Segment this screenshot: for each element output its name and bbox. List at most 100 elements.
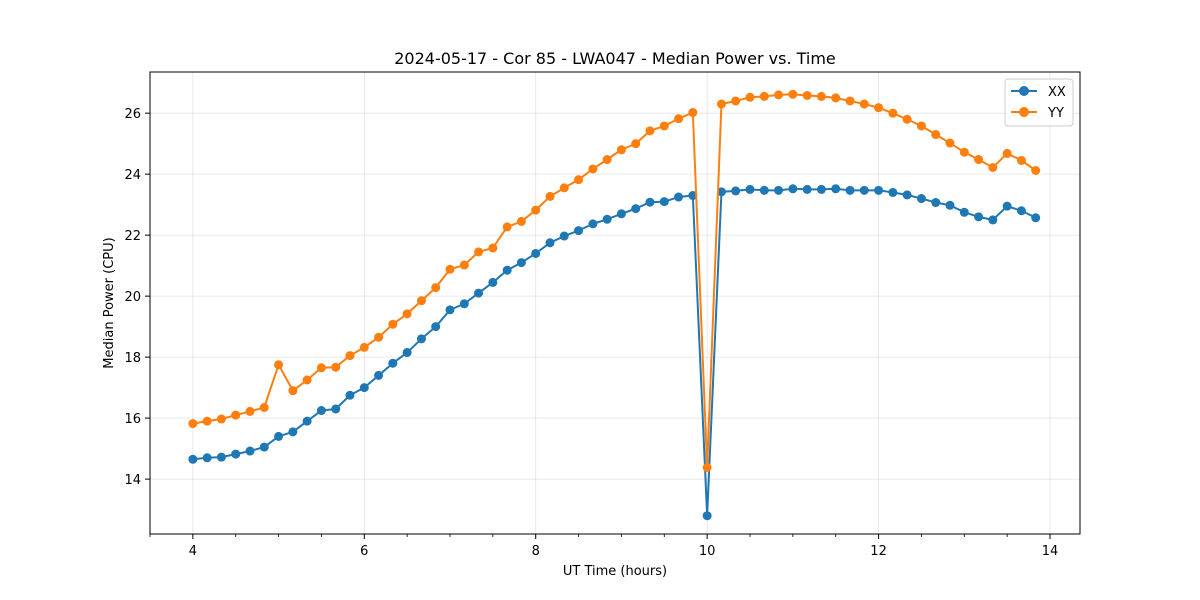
data-point-yy (702, 463, 712, 473)
data-point-yy (959, 147, 969, 157)
y-tick-label: 26 (124, 107, 141, 122)
legend-marker-xx (1019, 86, 1029, 96)
data-point-yy (259, 402, 269, 412)
data-point-yy (474, 247, 484, 257)
y-tick-label: 16 (124, 412, 141, 427)
data-point-yy (274, 360, 284, 370)
data-point-xx (559, 231, 569, 241)
data-point-xx (645, 197, 655, 207)
data-point-yy (902, 114, 912, 124)
chart-title: 2024-05-17 - Cor 85 - LWA047 - Median Po… (394, 49, 836, 68)
y-tick-label: 20 (124, 290, 141, 305)
data-point-xx (331, 404, 341, 414)
data-point-xx (888, 187, 898, 197)
data-point-yy (974, 155, 984, 165)
series-layer (188, 89, 1041, 521)
data-point-yy (659, 121, 669, 131)
data-point-xx (316, 406, 326, 415)
data-point-yy (374, 332, 384, 342)
data-point-xx (1016, 206, 1026, 216)
data-point-xx (974, 212, 984, 222)
data-point-xx (988, 215, 998, 225)
data-point-xx (345, 390, 355, 400)
data-point-xx (231, 449, 241, 459)
legend-label-xx: XX (1048, 85, 1066, 100)
data-point-xx (374, 370, 384, 380)
data-point-xx (574, 226, 584, 236)
data-point-xx (945, 200, 955, 210)
y-tick-label: 14 (124, 473, 141, 488)
data-point-xx (916, 194, 926, 204)
data-point-xx (216, 452, 226, 462)
data-point-xx (531, 248, 541, 258)
data-point-yy (988, 162, 998, 172)
data-point-xx (274, 431, 284, 441)
data-point-yy (802, 90, 812, 100)
data-point-xx (1031, 213, 1041, 223)
data-point-yy (445, 264, 455, 274)
data-point-yy (516, 216, 526, 226)
data-point-yy (945, 138, 955, 148)
data-point-yy (731, 96, 741, 106)
data-point-yy (816, 91, 826, 101)
data-point-xx (688, 191, 698, 200)
legend: XX YY (1004, 78, 1074, 127)
data-point-xx (302, 416, 312, 426)
data-point-xx (674, 192, 684, 202)
data-point-xx (202, 453, 212, 463)
data-point-xx (416, 334, 426, 344)
data-point-yy (388, 319, 398, 329)
data-point-xx (288, 427, 298, 437)
data-point-xx (759, 185, 769, 195)
data-point-yy (831, 93, 841, 103)
data-point-yy (431, 283, 441, 293)
data-point-xx (1002, 201, 1012, 211)
data-point-xx (245, 446, 255, 456)
legend-marker-yy (1019, 107, 1029, 117)
x-tick-label: 6 (360, 544, 368, 559)
data-point-xx (474, 288, 484, 298)
x-tick-label: 10 (699, 544, 716, 559)
data-point-yy (302, 375, 312, 385)
data-point-yy (1016, 155, 1026, 165)
data-point-xx (402, 348, 412, 358)
data-point-yy (745, 92, 755, 102)
data-point-xx (745, 184, 755, 194)
data-point-yy (888, 108, 898, 118)
x-tick-label: 4 (189, 544, 197, 559)
data-point-yy (216, 414, 226, 424)
data-point-yy (716, 99, 726, 109)
data-point-yy (688, 108, 698, 118)
data-point-xx (516, 258, 526, 268)
data-point-yy (574, 175, 584, 185)
data-point-xx (931, 198, 941, 208)
data-point-yy (231, 410, 241, 420)
data-point-xx (802, 184, 812, 194)
data-point-xx (259, 442, 269, 452)
data-point-yy (188, 419, 198, 429)
data-point-xx (845, 185, 855, 195)
data-point-yy (502, 222, 512, 232)
y-tick-label: 18 (124, 351, 141, 366)
y-tick-label: 22 (124, 229, 141, 244)
data-point-yy (245, 406, 255, 416)
data-point-xx (445, 305, 455, 315)
data-point-xx (545, 238, 555, 248)
data-point-xx (631, 204, 641, 214)
data-point-xx (859, 185, 869, 195)
x-tick-label: 8 (532, 544, 540, 559)
data-point-yy (845, 96, 855, 106)
data-point-xx (616, 209, 626, 219)
data-point-yy (459, 260, 469, 270)
data-point-xx (488, 277, 498, 287)
data-point-xx (816, 184, 826, 194)
data-point-xx (788, 184, 798, 194)
data-point-xx (602, 214, 612, 224)
data-point-xx (188, 454, 198, 464)
data-point-yy (602, 155, 612, 165)
x-tick-label: 14 (1042, 544, 1059, 559)
legend-label-yy: YY (1047, 106, 1064, 121)
data-point-yy (1002, 148, 1012, 158)
y-tick-label: 24 (124, 168, 141, 183)
